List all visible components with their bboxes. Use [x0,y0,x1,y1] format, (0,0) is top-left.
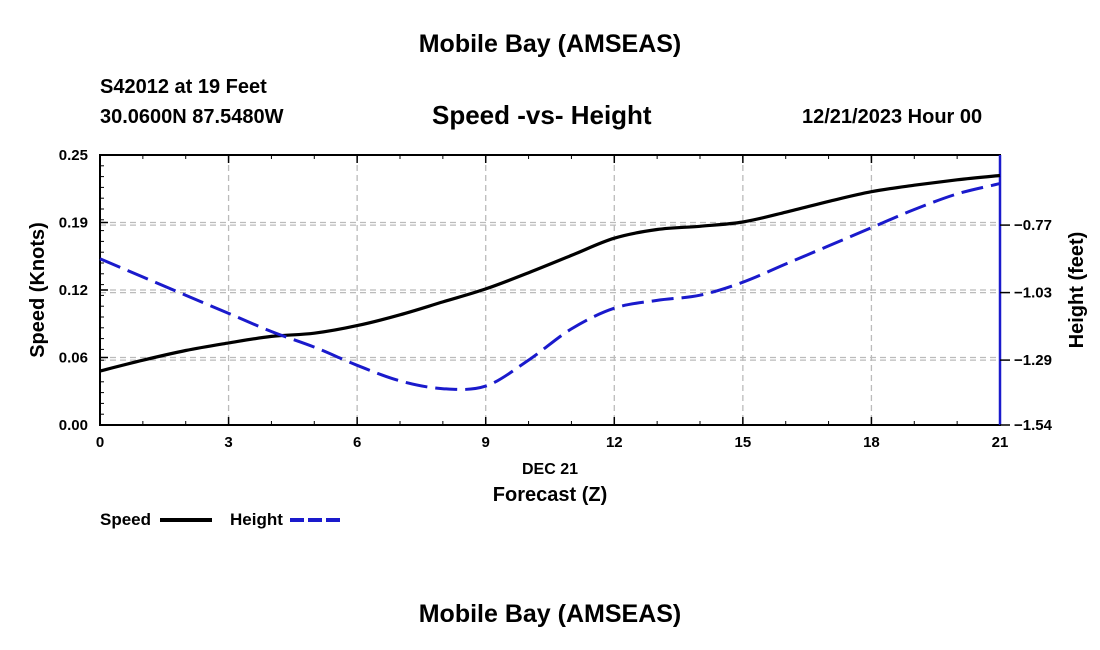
y-tick-label-4: 0.25 [59,147,88,164]
chart-title: Mobile Bay (AMSEAS) [418,30,682,58]
axis-ticks: 0 3 6 9 12 15 18 21 0.00 0.06 0.12 0.19 0.25 −1.54 −1.… [59,147,1053,451]
y2-tick-label-1: −1.29 [1014,352,1052,369]
y2-tick-label-0: −1.54 [1014,417,1053,434]
y-tick-label-0: 0.00 [59,417,88,434]
coordinates-label: 30.0600N 87.5480W [100,106,284,128]
y2-tick-label-2: −1.03 [1014,285,1052,302]
y-tick-label-3: 0.19 [59,215,88,232]
x-tick-label-3: 3 [224,434,232,451]
x-tick-label-6: 6 [353,434,361,451]
station-label: S42012 at 19 Feet [100,76,267,98]
x-axis-date-label: DEC 21 [522,461,578,478]
y-axis-label: Speed (Knots) [27,222,49,358]
chart-subtitle: Speed -vs- Height [432,100,652,130]
x-tick-label-21: 21 [992,434,1009,451]
x-tick-label-15: 15 [735,434,752,451]
y2-tick-label-3: −0.77 [1014,217,1052,234]
y2-axis-label: Height (feet) [1066,232,1088,349]
legend: Speed Height [100,510,342,529]
x-axis-label: Forecast (Z) [493,484,607,506]
legend-label-speed: Speed [100,510,151,529]
x-tick-label-12: 12 [606,434,623,451]
series-lines [99,173,1001,391]
y-tick-label-2: 0.12 [59,282,88,299]
datetime-label: 12/21/2023 Hour 00 [802,106,983,128]
x-tick-label-9: 9 [482,434,490,451]
x-tick-label-18: 18 [863,434,880,451]
series-line-height [99,182,1001,391]
footer-title: Mobile Bay (AMSEAS) [418,600,682,628]
legend-label-height: Height [230,510,283,529]
x-tick-label-0: 0 [96,434,104,451]
series-line-speed [99,173,1001,373]
grid-lines [100,155,1000,426]
y-tick-label-1: 0.06 [59,350,88,367]
